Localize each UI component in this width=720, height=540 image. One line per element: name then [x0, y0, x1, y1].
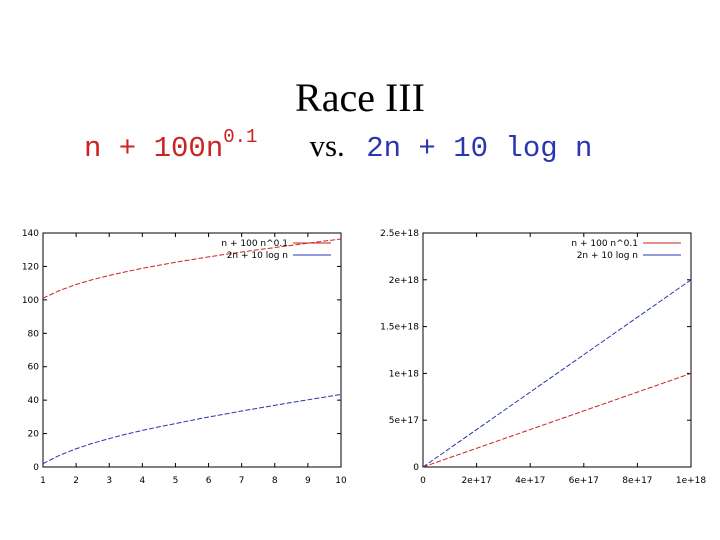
y-tick-label: 2e+18: [389, 276, 420, 286]
x-tick-label: 4: [139, 476, 145, 486]
subtitle-left: n + 100n0.1: [84, 126, 257, 165]
legend-label: 2n + 10 log n: [577, 251, 638, 261]
x-tick-label: 6e+17: [569, 476, 599, 486]
series-line-1: [422, 279, 692, 468]
plot-frame: [42, 232, 342, 468]
x-tick-label: 2: [73, 476, 79, 486]
x-tick-label: 2e+17: [461, 476, 491, 486]
series-line-1: [42, 393, 342, 465]
subtitle-left-base: n + 100n: [84, 132, 224, 165]
series-line-0: [422, 372, 692, 468]
y-tick-label: 80: [28, 329, 40, 339]
y-tick-label: 5e+17: [389, 416, 419, 426]
chart-left: 0 20 40 60 80 100 120 140 1 2 3 4 5 6 7 8 9 10 n + 100 n^0…: [22, 229, 347, 486]
x-tick-label: 3: [106, 476, 112, 486]
x-tick-label: 1e+18: [676, 476, 707, 486]
y-tick-label: 1e+18: [389, 369, 420, 379]
x-tick-label: 4e+17: [515, 476, 545, 486]
x-tick-label: 0: [420, 476, 426, 486]
slide-subtitle: n + 100n0.1 vs. 2n + 10 log n: [84, 126, 592, 165]
y-tick-label: 20: [28, 430, 40, 440]
y-tick-label: 0: [33, 463, 39, 473]
x-tick-label: 7: [239, 476, 245, 486]
y-tick-label: 140: [22, 229, 39, 239]
legend-label: n + 100 n^0.1: [221, 239, 288, 249]
subtitle-right: 2n + 10 log n: [366, 132, 593, 165]
chart-right: 0 5e+17 1e+18 1.5e+18 2e+18 2.5e+18 0 2e+17 4e+1…: [380, 229, 707, 486]
x-tick-label: 8e+17: [622, 476, 652, 486]
x-tick-label: 9: [305, 476, 311, 486]
y-tick-label: 120: [22, 262, 39, 272]
legend-label: 2n + 10 log n: [227, 251, 288, 261]
x-tick-label: 6: [206, 476, 212, 486]
y-tick-label: 0: [413, 463, 419, 473]
x-tick-label: 8: [272, 476, 278, 486]
y-tick-label: 1.5e+18: [380, 323, 419, 333]
plot-frame: [422, 232, 692, 468]
x-tick-label: 10: [335, 476, 347, 486]
y-tick-label: 40: [28, 396, 40, 406]
x-tick-label: 5: [173, 476, 179, 486]
y-tick-label: 60: [28, 363, 40, 373]
y-tick-label: 2.5e+18: [380, 229, 419, 239]
legend-label: n + 100 n^0.1: [571, 239, 638, 249]
subtitle-vs: vs.: [309, 128, 345, 163]
y-tick-label: 100: [22, 296, 39, 306]
subtitle-left-exponent: 0.1: [223, 126, 258, 148]
series-line-0: [42, 238, 342, 299]
x-tick-label: 1: [40, 476, 46, 486]
slide-title: Race III: [295, 75, 425, 120]
